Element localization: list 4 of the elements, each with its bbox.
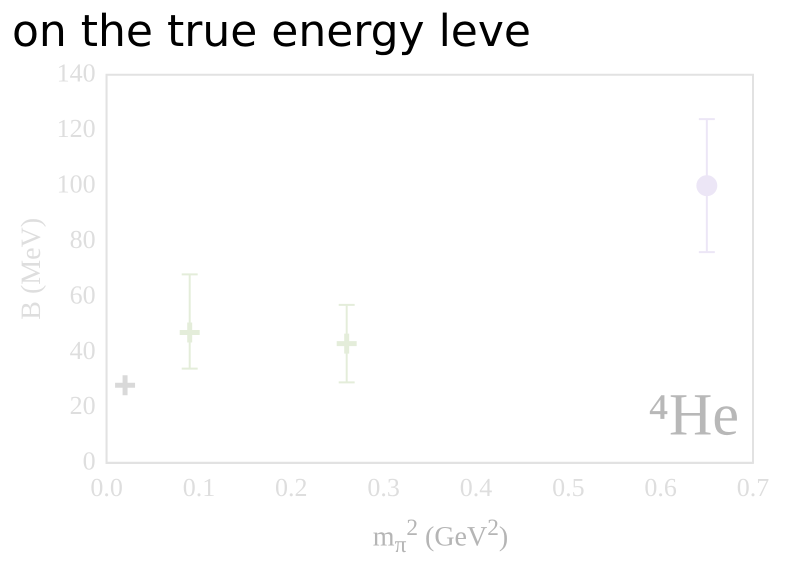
annotation: ⁴He [648, 382, 739, 448]
chart-title: on the true energy leve [12, 6, 531, 57]
point [696, 175, 718, 196]
x-axis-title: m$_{π}$$^{2}$ (GeV$^{2}$) [372, 514, 510, 560]
